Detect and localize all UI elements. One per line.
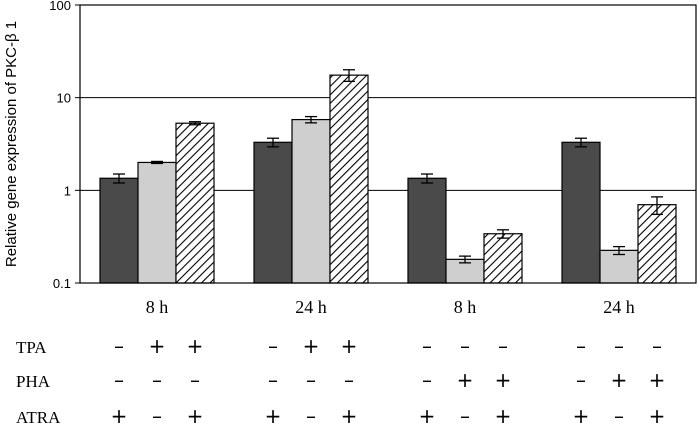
treatment-sign: + <box>111 404 128 428</box>
treatment-sign: – <box>306 404 316 428</box>
treatment-sign: + <box>457 368 474 392</box>
treatment-sign: + <box>187 404 204 428</box>
treatment-sign: + <box>495 404 512 428</box>
treatment-label: ATRA <box>16 408 61 427</box>
treatment-sign: – <box>268 368 278 392</box>
treatment-sign: + <box>303 334 320 358</box>
treatment-label: TPA <box>16 338 47 357</box>
bar <box>637 204 677 284</box>
treatment-sign: – <box>344 368 354 392</box>
treatment-sign: – <box>460 334 470 358</box>
treatment-sign: – <box>460 404 470 428</box>
bar <box>329 74 369 284</box>
treatment-sign: – <box>306 368 316 392</box>
bar <box>599 249 639 284</box>
treatment-sign: + <box>611 368 628 392</box>
treatment-sign: – <box>152 404 162 428</box>
treatment-sign: – <box>114 334 124 358</box>
x-group-label: 24 h <box>295 297 327 317</box>
treatment-sign: + <box>495 368 512 392</box>
bar <box>483 233 523 284</box>
bar <box>407 177 447 284</box>
treatment-sign: – <box>422 368 432 392</box>
y-tick-label: 0.1 <box>53 276 71 291</box>
x-group-label: 8 h <box>454 297 477 317</box>
treatment-sign: + <box>149 334 166 358</box>
y-axis-label: Relative gene expression of PKC-β 1 <box>3 21 20 267</box>
treatment-sign: + <box>341 404 358 428</box>
x-group-label: 8 h <box>146 297 169 317</box>
treatment-sign: – <box>152 368 162 392</box>
bar <box>99 177 139 284</box>
bar <box>137 161 177 284</box>
treatment-label: PHA <box>16 372 51 391</box>
treatment-sign: + <box>649 368 666 392</box>
bar <box>175 122 215 284</box>
treatment-sign: + <box>419 404 436 428</box>
treatment-sign: – <box>614 334 624 358</box>
treatment-sign: + <box>187 334 204 358</box>
treatment-sign: – <box>114 368 124 392</box>
plot-frame <box>79 4 697 284</box>
treatment-sign: + <box>573 404 590 428</box>
treatment-sign: – <box>422 334 432 358</box>
treatment-sign: – <box>268 334 278 358</box>
bar <box>561 141 601 284</box>
treatment-sign: + <box>265 404 282 428</box>
x-group-label: 24 h <box>603 297 635 317</box>
treatment-sign: – <box>576 334 586 358</box>
treatment-sign: – <box>576 368 586 392</box>
treatment-sign: – <box>498 334 508 358</box>
treatment-sign: + <box>341 334 358 358</box>
y-tick-label: 1 <box>64 183 71 198</box>
bar <box>253 141 293 284</box>
treatment-sign: + <box>649 404 666 428</box>
treatment-sign: – <box>190 368 200 392</box>
y-tick-label: 100 <box>49 0 71 13</box>
y-tick-label: 10 <box>57 91 71 106</box>
treatment-sign: – <box>614 404 624 428</box>
treatment-sign: – <box>652 334 662 358</box>
bar <box>291 118 331 284</box>
